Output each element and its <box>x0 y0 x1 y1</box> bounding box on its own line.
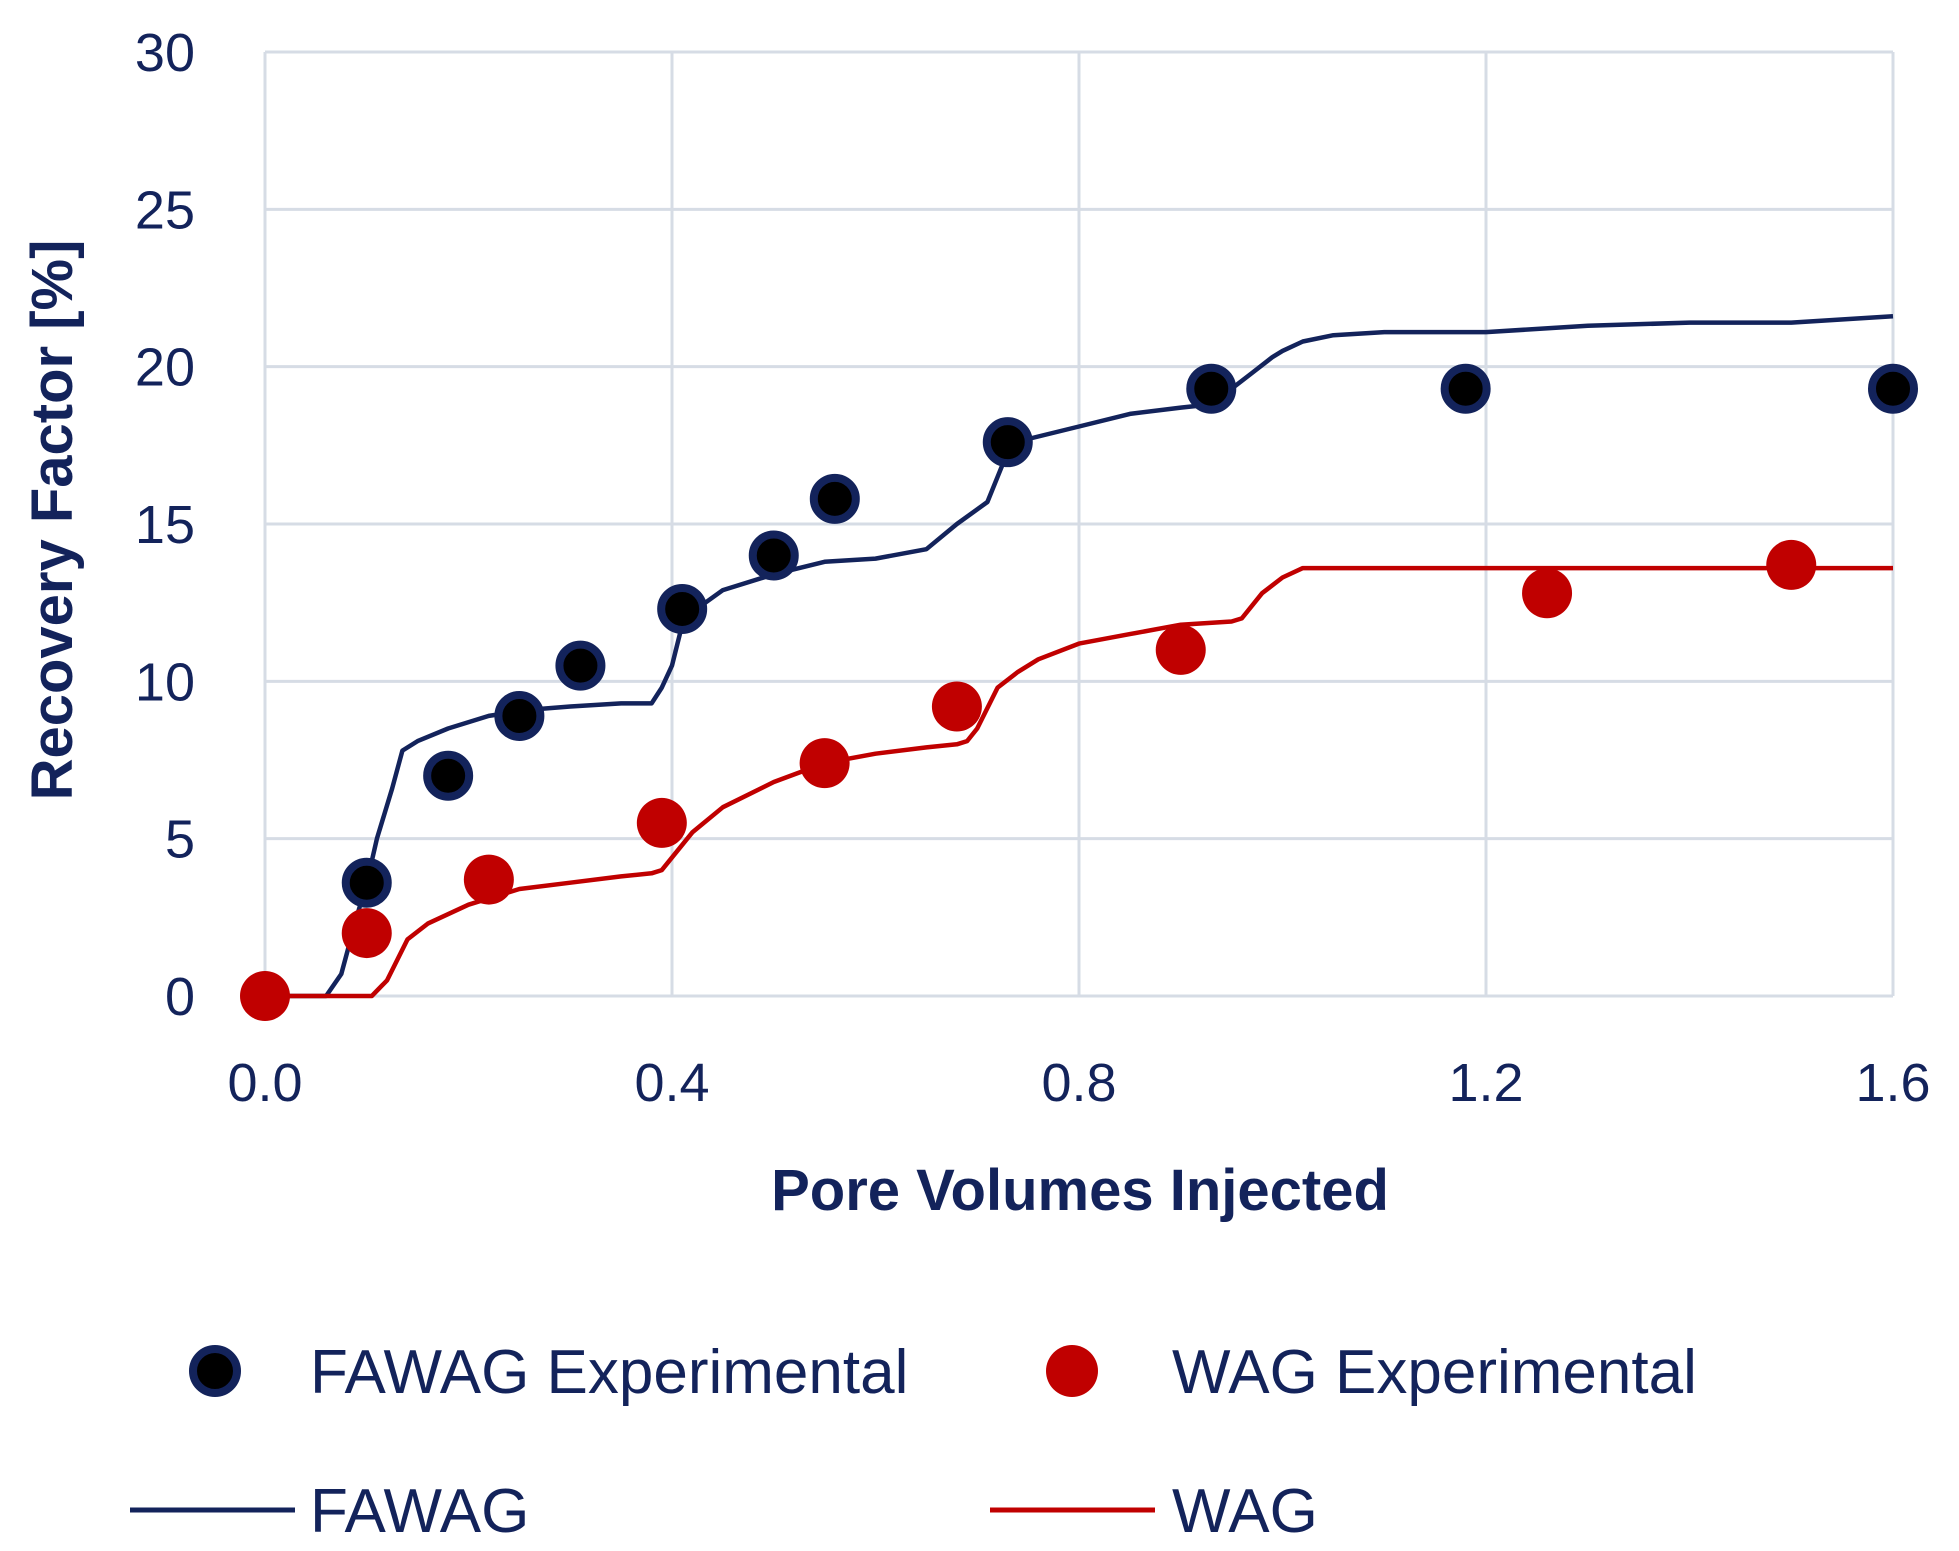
x-tick-label-2: 0.8 <box>1041 1053 1116 1113</box>
x-tick-label-4: 1.6 <box>1855 1053 1930 1113</box>
legend: FAWAG Experimental WAG Experimental FAWA… <box>130 1338 1697 1546</box>
data-point-fawag-experimental-6 <box>809 473 860 524</box>
legend-item-fawag: FAWAG <box>130 1477 529 1546</box>
grid <box>263 50 1895 998</box>
data-point-fawag-experimental-8 <box>1186 363 1237 414</box>
data-point-wag-experimental-7 <box>1522 568 1573 619</box>
data-point-wag-experimental-1 <box>341 908 392 959</box>
data-point-wag-experimental-4 <box>799 738 850 789</box>
legend-marker-fawag-experimental <box>189 1345 241 1397</box>
data-point-fawag-experimental-2 <box>494 690 545 741</box>
legend-marker-wag-experimental <box>1046 1345 1098 1397</box>
x-axis-title: Pore Volumes Injected <box>771 1158 1389 1223</box>
data-point-wag-experimental-2 <box>463 854 514 905</box>
data-point-fawag-experimental-0 <box>341 857 392 908</box>
series-line-fawag <box>265 314 1894 999</box>
data-point-fawag-experimental-4 <box>657 583 708 634</box>
data-point-wag-experimental-5 <box>931 681 982 732</box>
data-point-fawag-experimental-9 <box>1440 363 1491 414</box>
data-point-wag-experimental-8 <box>1766 539 1817 590</box>
x-tick-label-3: 1.2 <box>1448 1053 1523 1113</box>
series-line-wag <box>265 565 1893 999</box>
data-point-wag-experimental-3 <box>636 797 687 848</box>
legend-label-fawag: FAWAG <box>310 1477 529 1546</box>
y-tick-label-2: 10 <box>135 652 195 712</box>
legend-item-wag-experimental: WAG Experimental <box>1046 1338 1697 1407</box>
legend-label-wag-experimental: WAG Experimental <box>1172 1338 1697 1407</box>
x-tick-label-0: 0.0 <box>227 1053 302 1113</box>
y-tick-label-6: 30 <box>135 23 195 83</box>
data-point-fawag-experimental-3 <box>555 640 606 691</box>
y-tick-label-0: 0 <box>165 967 195 1027</box>
legend-label-wag: WAG <box>1172 1477 1318 1546</box>
data-point-fawag-experimental-7 <box>982 417 1033 468</box>
legend-label-fawag-experimental: FAWAG Experimental <box>310 1338 908 1407</box>
y-tick-label-1: 5 <box>165 810 195 870</box>
tick-labels: 0.0 0.4 0.8 1.2 1.6 0 5 10 15 20 25 30 <box>135 23 1931 1113</box>
x-tick-label-1: 0.4 <box>634 1053 709 1113</box>
y-tick-label-4: 20 <box>135 338 195 398</box>
y-axis-title: Recovery Factor [%] <box>20 240 85 801</box>
y-tick-label-5: 25 <box>135 180 195 240</box>
legend-item-wag: WAG <box>990 1477 1318 1546</box>
data-point-fawag-experimental-10 <box>1868 363 1918 414</box>
series-markers <box>240 363 1918 1021</box>
data-point-wag-experimental-0 <box>240 971 290 1021</box>
y-tick-label-3: 15 <box>135 495 195 555</box>
series-lines <box>265 314 1894 999</box>
legend-item-fawag-experimental: FAWAG Experimental <box>189 1338 908 1407</box>
data-point-wag-experimental-6 <box>1155 624 1206 675</box>
data-point-fawag-experimental-1 <box>423 750 474 801</box>
data-point-fawag-experimental-5 <box>748 530 799 581</box>
